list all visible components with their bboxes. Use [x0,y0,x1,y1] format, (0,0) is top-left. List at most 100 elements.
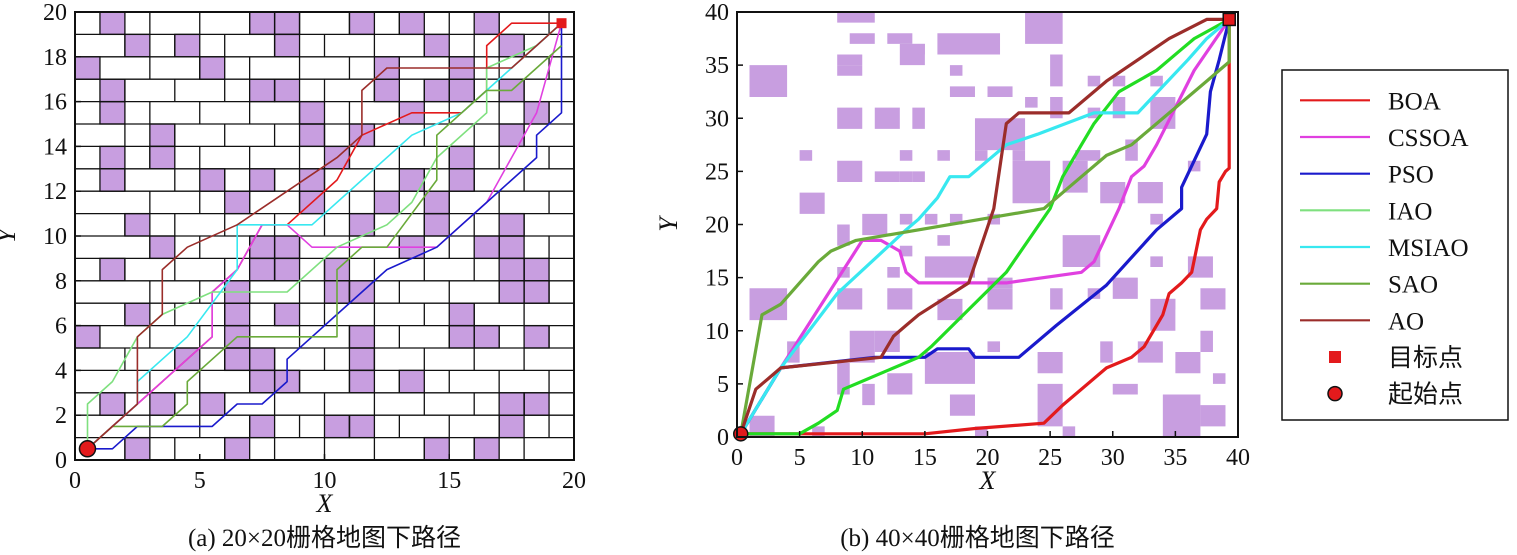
b-obstacle-cell [987,288,1013,310]
obstacle-cell-border [124,302,151,327]
b-obstacle-cell [887,33,913,44]
b-obstacle-cell [862,213,888,236]
b-obstacle-cell [1150,75,1163,87]
legend-label: AO [1388,308,1424,335]
a-obstacle-cell [449,325,475,348]
b-obstacle-cell [812,426,825,437]
legend-label: BOA [1388,88,1441,115]
b-obstacle-cell [837,224,850,246]
obstacle-cell-border [273,302,301,327]
a-obstacle-cell [224,348,250,371]
a-obstacle-cell [299,101,325,124]
b-obstacle-cell [1162,394,1201,437]
b-obstacle-cell [887,267,900,278]
b-obstacle-cell [924,213,938,225]
b-obstacle-cell [974,426,988,437]
a-obstacle-cell [399,370,425,393]
a-obstacle-cell [524,258,550,281]
b-obstacle-cell [1075,150,1101,161]
b-path-msiao [739,18,1231,435]
start-point-marker [78,440,97,458]
x-tick-label: 10 [850,445,874,471]
a-obstacle-cell [149,236,175,259]
a-obstacle-cell [424,79,450,102]
a-obstacle-cell [349,325,375,348]
legend-label: 起始点 [1388,381,1463,409]
obstacle-cell-border [348,414,376,439]
b-obstacle-cell [974,118,1026,151]
y-tick-label: 20 [43,0,67,26]
a-obstacle-cell [424,191,450,214]
panel-a-ticks: 0 5 10 15 20 0 2 4 6 8 10 12 14 16 18 20 [43,0,586,494]
b-obstacle-cell [837,107,863,129]
obstacle-cell-border [298,123,326,148]
b-obstacle-cell [837,288,863,310]
b-obstacle-cell [837,12,875,23]
b-obstacle-cell [1112,277,1138,299]
y-tick-label: 25 [705,159,729,185]
y-tick-label: 2 [55,403,67,429]
a-obstacle-cell [124,213,150,236]
a-obstacle-cell [349,370,375,393]
b-obstacle-cell [1050,97,1063,119]
b-obstacle-cell [1137,341,1163,363]
b-obstacle-cell [949,65,963,76]
a-obstacle-cell [99,79,125,102]
y-tick-label: 18 [43,45,67,71]
b-obstacle-cell [924,256,975,278]
panel-a: 0 5 10 15 20 0 2 4 6 8 10 12 14 16 18 20 X Y (a) 20×20栅… [0,0,586,552]
panel-b-ylabel: Y [654,215,683,232]
b-obstacle-cell [1212,373,1226,384]
b-obstacle-cell [1150,213,1163,225]
panel-b-caption: (b) 40×40栅格地图下路径 [840,524,1115,552]
b-obstacle-cell [749,415,775,437]
x-tick-label: 10 [313,468,337,494]
panel-b-ticks: 0 5 10 15 20 25 30 35 40 0 5 10 15 20 25 30 35 40 [705,0,1250,471]
y-tick-label: 12 [43,179,67,205]
a-obstacle-cell [299,124,325,147]
b-path-boa [740,19,1231,436]
b-obstacle-cell [1037,383,1063,427]
a-obstacle-cell [424,213,450,236]
obstacle-cell-border [99,100,126,125]
obstacle-cell-border [498,414,525,439]
b-obstacle-cell [937,235,950,246]
obstacle-cell-border [199,56,226,80]
b-obstacle-cell [1112,75,1126,87]
a-obstacle-cell [249,258,275,281]
b-obstacle-cell [1062,426,1076,437]
y-tick-label: 0 [717,425,729,451]
a-obstacle-cell [499,213,525,236]
a-obstacle-cell [274,303,300,326]
a-obstacle-cell [274,258,300,281]
b-obstacle-cell [1087,75,1101,87]
a-obstacle-cell [75,325,100,348]
a-path-iao [86,22,563,449]
a-obstacle-cell [324,415,350,438]
a-obstacle-cell [249,168,275,192]
obstacle-cell-border [398,369,425,394]
a-obstacle-cell [474,12,500,35]
y-tick-label: 40 [705,0,729,26]
a-obstacle-cell [99,12,125,35]
a-obstacle-cell [124,303,150,326]
b-obstacle-cell [987,213,1001,225]
a-obstacle-cell [374,191,400,214]
b-obstacle-cell [1100,182,1126,204]
legend-label: PSO [1388,162,1434,189]
panel-a-markers [78,18,567,458]
b-obstacle-cell [937,33,1001,55]
obstacle-cell-border [448,168,475,192]
a-obstacle-cell [449,168,475,192]
panel-a-ylabel: Y [0,226,21,243]
a-obstacle-cell [274,12,300,35]
b-path-cssoa [739,18,1231,435]
a-obstacle-cell [274,236,300,259]
a-obstacle-cell [99,258,125,281]
a-obstacle-cell [249,12,275,35]
b-obstacle-cell [1037,352,1063,374]
b-obstacle-cell [1100,341,1113,363]
x-tick-label: 0 [69,468,81,494]
a-obstacle-cell [499,392,525,416]
